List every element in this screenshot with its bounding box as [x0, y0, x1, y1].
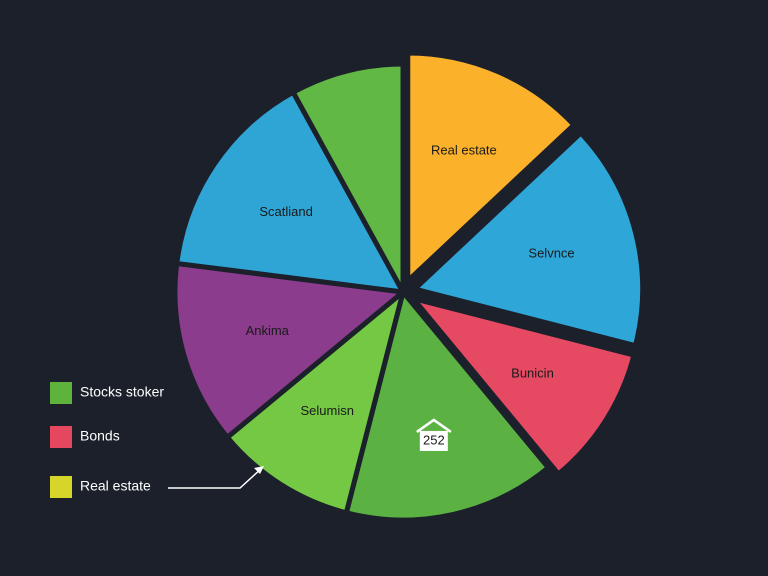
pie: Real estate Selvnce Bunicin 252 Selumisn Anki…	[172, 50, 646, 523]
legend-swatch	[50, 476, 72, 498]
slice-label: Selumisn	[301, 403, 354, 418]
annotation: 252	[423, 432, 445, 447]
pie-slice	[406, 294, 638, 478]
slice-label: Real estate	[431, 143, 497, 158]
pie-slice	[172, 260, 410, 441]
pie-slice	[289, 61, 406, 294]
legend-label: Stocks stoker	[80, 384, 164, 400]
house-icon	[416, 418, 452, 433]
pie-slice	[405, 50, 578, 287]
legend: Stocks stoker Bonds Real estate	[50, 382, 164, 498]
pointer-arrow	[168, 467, 263, 489]
slice-label: Bunicin	[511, 366, 554, 381]
pie-slice	[174, 88, 408, 296]
slice-label: Ankima	[246, 323, 290, 338]
legend-swatch	[50, 382, 72, 404]
icon-box	[419, 430, 448, 451]
pie-slice	[409, 129, 646, 349]
pie-slice	[223, 285, 408, 516]
legend-swatch	[50, 426, 72, 448]
legend-label: Real estate	[80, 478, 151, 494]
slice-label: Selvnce	[528, 245, 574, 260]
pie-slice	[343, 286, 552, 523]
legend-label: Bonds	[80, 428, 120, 444]
slice-label: Scatliand	[259, 204, 312, 219]
arrow-head	[254, 466, 264, 474]
